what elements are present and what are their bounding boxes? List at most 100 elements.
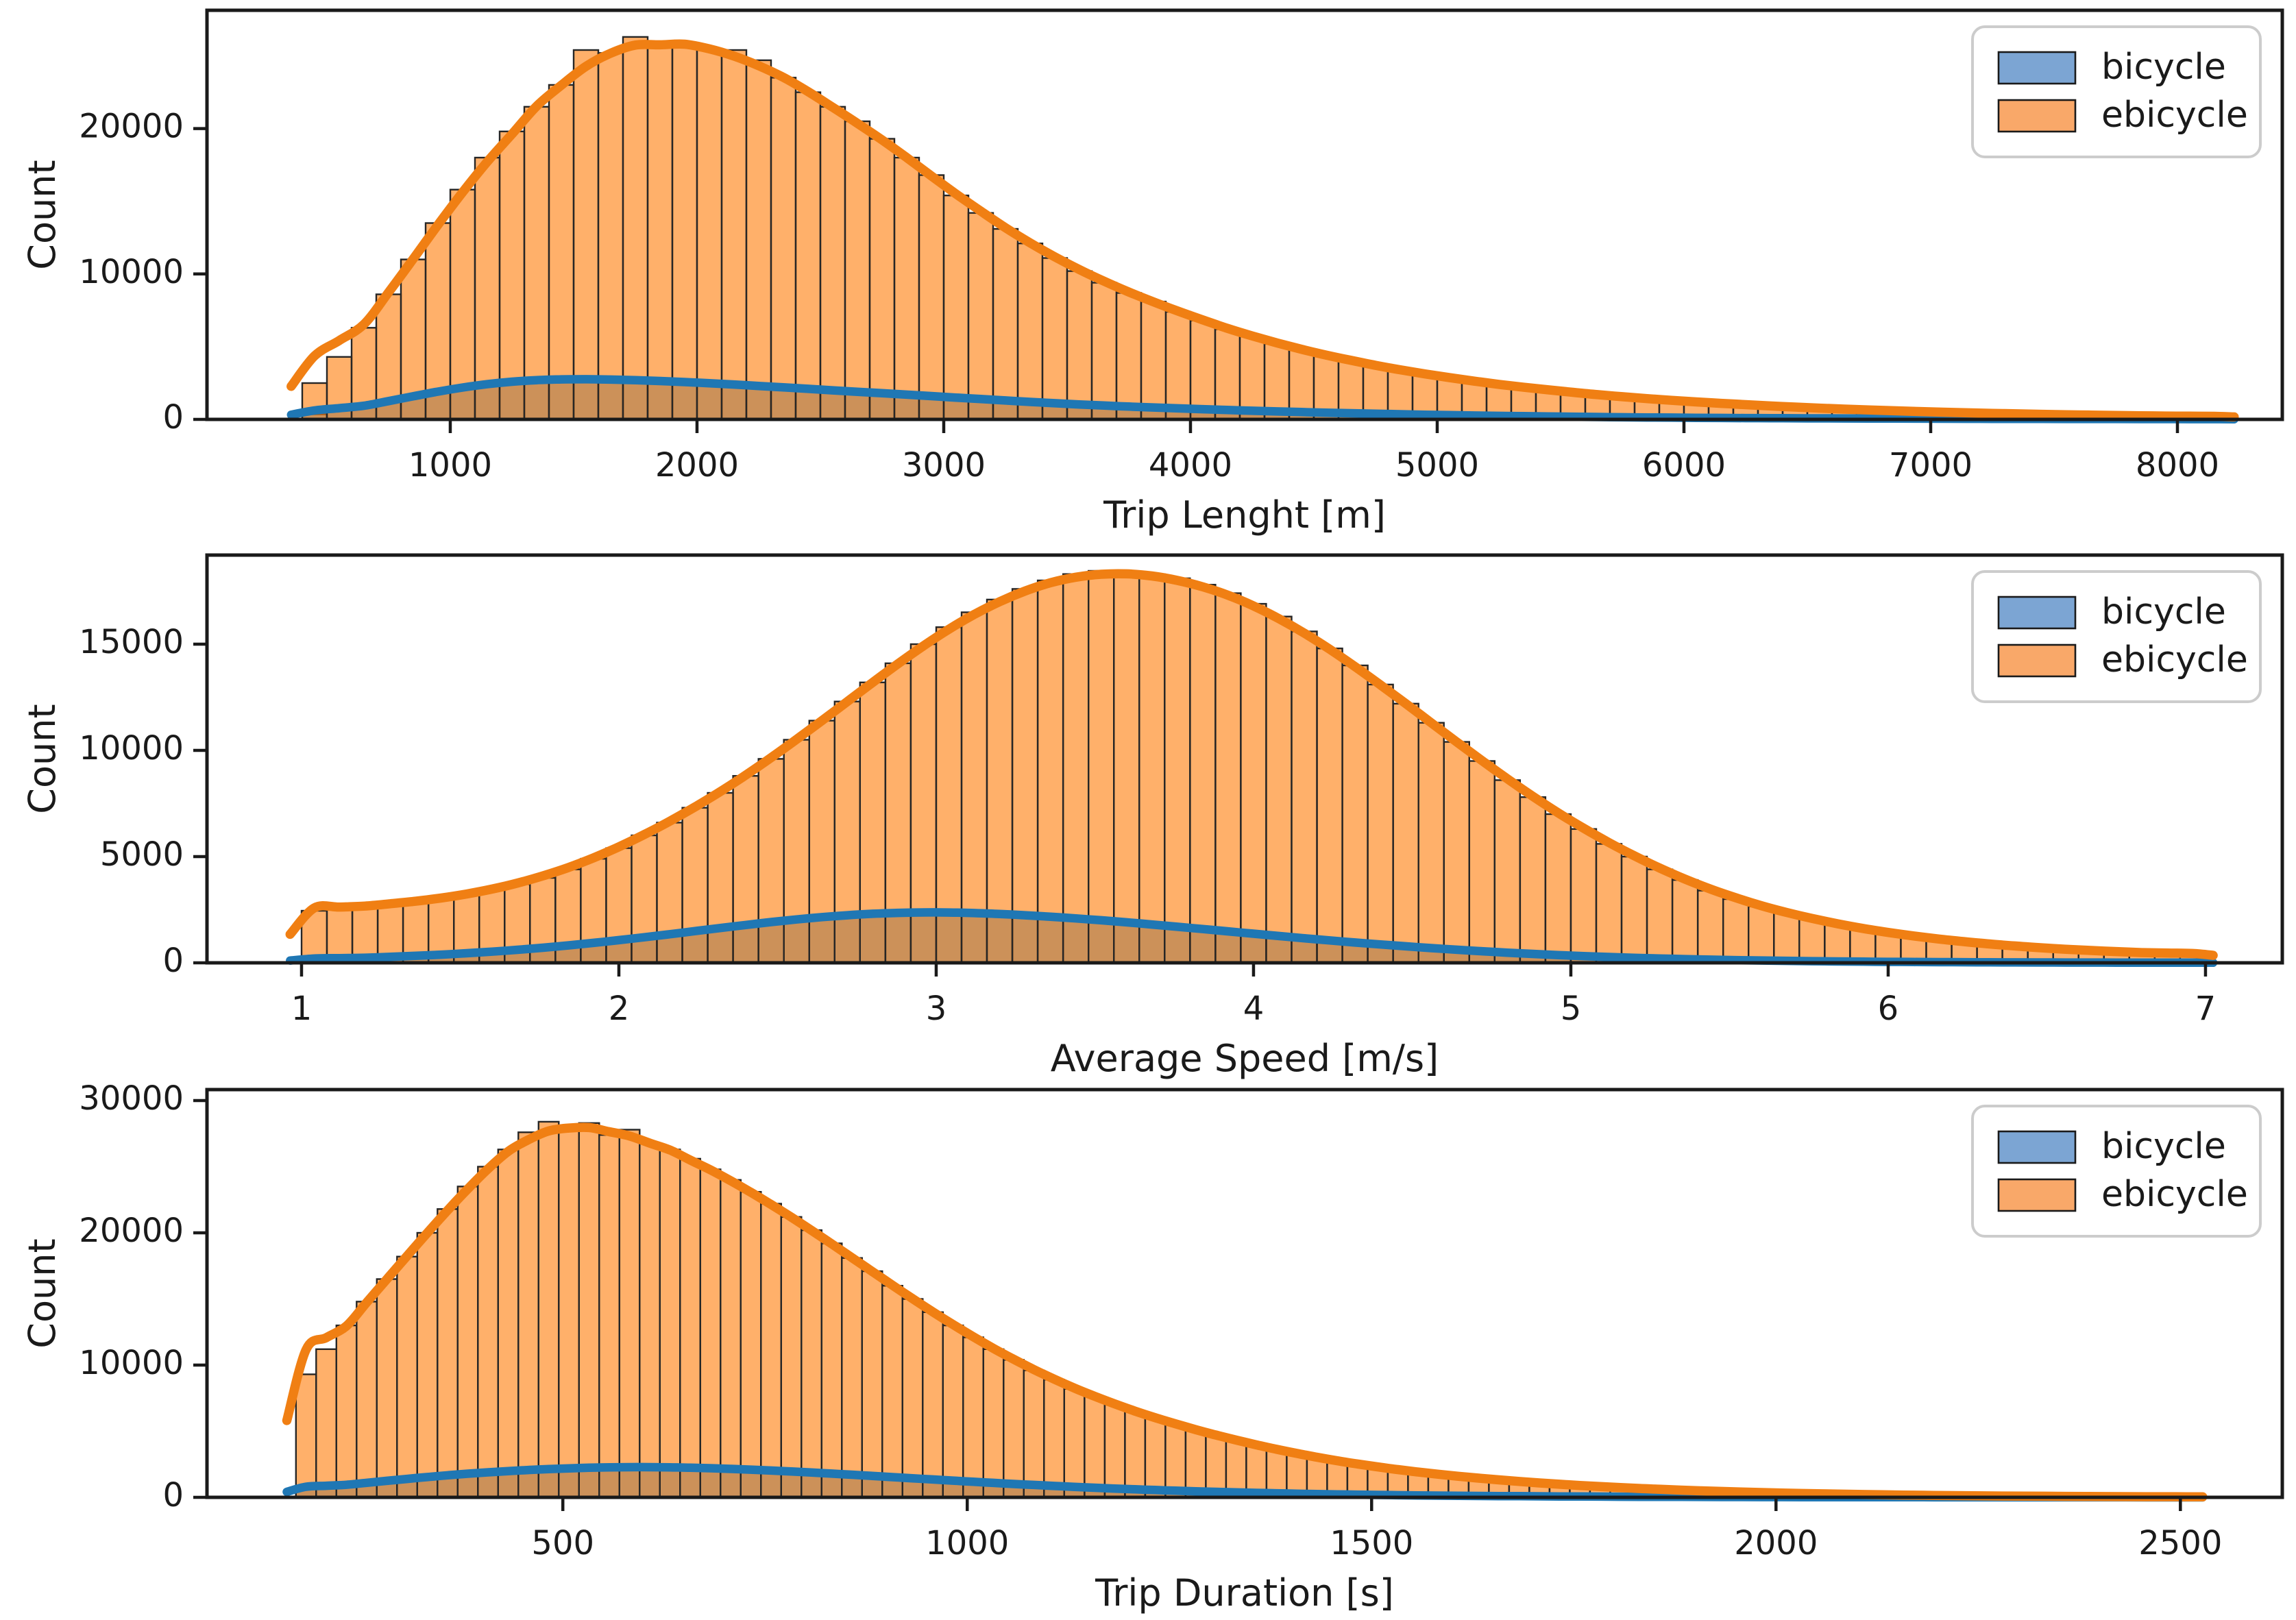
x-tick-label: 7000 <box>1889 446 1973 484</box>
axes-frame <box>205 553 2284 965</box>
x-tick-label: 4000 <box>1149 446 1232 484</box>
ebicycle-bar <box>523 106 550 421</box>
ebicycle-bar <box>1367 683 1394 964</box>
ebicycle-bar <box>1140 300 1167 421</box>
y-tick-label: 20000 <box>79 1212 184 1250</box>
ebicycle-bar <box>819 106 846 421</box>
ebicycle-bar <box>537 1120 560 1499</box>
ebicycle-bar <box>1646 868 1674 964</box>
ebicycle-bar <box>1671 879 1699 964</box>
ebicycle-bar <box>517 1131 539 1499</box>
y-tick-label: 0 <box>162 942 184 980</box>
y-tick-label: 5000 <box>100 835 184 874</box>
ebicycle-bar <box>659 1149 681 1499</box>
ebicycle-bar <box>1570 828 1598 964</box>
legend-label: ebicycle <box>2101 639 2248 680</box>
ebicycle-bar <box>1519 796 1547 964</box>
ebicycle-bar <box>1062 573 1090 964</box>
ebicycle-bar <box>1544 813 1572 964</box>
x-axis-label: Average Speed [m/s] <box>1051 1037 1439 1080</box>
ebicycle-bar <box>1747 905 1775 964</box>
ebicycle-bar <box>335 1324 358 1499</box>
ebicycle-bar <box>962 1336 985 1499</box>
ebicycle-bar <box>639 1142 661 1499</box>
ebicycle-bar <box>1016 243 1044 421</box>
legend-label: ebicycle <box>2101 1174 2248 1215</box>
ebicycle-bar <box>922 1311 944 1499</box>
ebicycle-bar <box>1112 571 1140 964</box>
ebicycle-bar <box>1214 328 1241 421</box>
x-tick-label: 2000 <box>1734 1524 1818 1562</box>
y-axis-label: Count <box>21 704 64 813</box>
ebicycle-bar <box>622 36 649 421</box>
ebicycle-bar <box>1417 722 1445 964</box>
x-tick-label: 2 <box>609 990 630 1028</box>
ebicycle-bar <box>833 700 862 964</box>
y-tick-label: 10000 <box>79 1344 184 1382</box>
ebicycle-kde-line <box>286 39 2239 422</box>
ebicycle-kde-line <box>285 569 2218 960</box>
ebicycle-bar <box>982 1348 1005 1499</box>
ebicycle-bar <box>315 1348 337 1499</box>
ebicycle-bar <box>1066 270 1093 421</box>
ebicycle-bar <box>794 91 822 421</box>
x-tick-label: 2000 <box>655 446 739 484</box>
y-tick-label: 0 <box>162 398 184 437</box>
x-tick-label: 3 <box>926 990 947 1028</box>
ebicycle-bar <box>681 807 709 964</box>
y-tick-label: 10000 <box>79 729 184 768</box>
ebicycle-bar <box>760 1203 783 1499</box>
ebicycle-bar <box>841 1257 864 1499</box>
ebicycle-bar <box>1696 889 1724 964</box>
ebicycle-bar <box>780 1216 803 1499</box>
ebicycle-bar <box>498 130 526 421</box>
legend-label: bicycle <box>2101 47 2226 88</box>
legend-swatch-ebicycle <box>1997 1178 2077 1212</box>
ebicycle-bar <box>1036 579 1064 964</box>
y-tick-label: 0 <box>162 1476 184 1514</box>
ebicycle-bar <box>720 49 748 421</box>
y-axis-label: Count <box>21 160 64 269</box>
ebicycle-bar <box>844 120 871 421</box>
x-tick-label: 8000 <box>2136 446 2219 484</box>
ebicycle-bar <box>1144 1416 1167 1499</box>
ebicycle-bar <box>1392 702 1419 964</box>
ebicycle-bar <box>497 1149 520 1499</box>
subplot-trip-length: 1000 2000 3000 4000 5000 6000 7000 8000 0 10000 20… <box>21 8 2284 537</box>
ebicycle-bar <box>1214 592 1242 964</box>
axes-frame <box>205 1088 2284 1499</box>
ebicycle-bar <box>868 138 896 421</box>
ebicycle-bar <box>1240 602 1267 964</box>
ebicycle-bar <box>861 1270 883 1499</box>
legend: bicycle ebicycle <box>1971 25 2262 158</box>
x-tick-label: 5 <box>1561 990 1582 1028</box>
subplot-trip-duration: 500 1000 1500 2000 2500 0 10000 20000 30000 Trip … <box>21 1079 2284 1615</box>
ebicycle-bar <box>1115 292 1143 421</box>
x-tick-label: 6 <box>1878 990 1899 1028</box>
ebicycle-bar <box>1087 569 1115 964</box>
ebicycle-bar <box>598 1133 620 1499</box>
ebicycle-bar <box>572 49 600 421</box>
x-tick-label: 4 <box>1243 990 1265 1028</box>
x-tick-label: 1000 <box>925 1524 1009 1562</box>
ebicycle-bar <box>901 1298 924 1499</box>
ebicycle-bar <box>1291 630 1318 964</box>
y-tick-label: 20000 <box>79 108 184 146</box>
ebicycle-bar <box>356 1301 378 1499</box>
x-axis-label: Trip Lenght [m] <box>1103 493 1386 537</box>
ebicycle-bar <box>1189 319 1217 421</box>
ebicycle-histogram <box>300 569 2207 964</box>
ebicycle-bar <box>605 847 633 964</box>
ebicycle-bar <box>416 1231 439 1499</box>
legend-swatch-bicycle <box>1997 596 2077 630</box>
ebicycle-bar <box>859 681 887 964</box>
ebicycle-bar <box>1090 282 1118 421</box>
ebicycle-bar <box>1595 843 1623 964</box>
y-tick-label: 30000 <box>79 1079 184 1118</box>
ebicycle-bar <box>740 1190 762 1499</box>
ebicycle-bar <box>456 1186 479 1499</box>
ebicycle-bar <box>881 1284 904 1499</box>
ebicycle-bar <box>967 212 994 421</box>
legend-swatch-ebicycle <box>1997 99 2077 133</box>
ebicycle-bar <box>295 1373 317 1499</box>
